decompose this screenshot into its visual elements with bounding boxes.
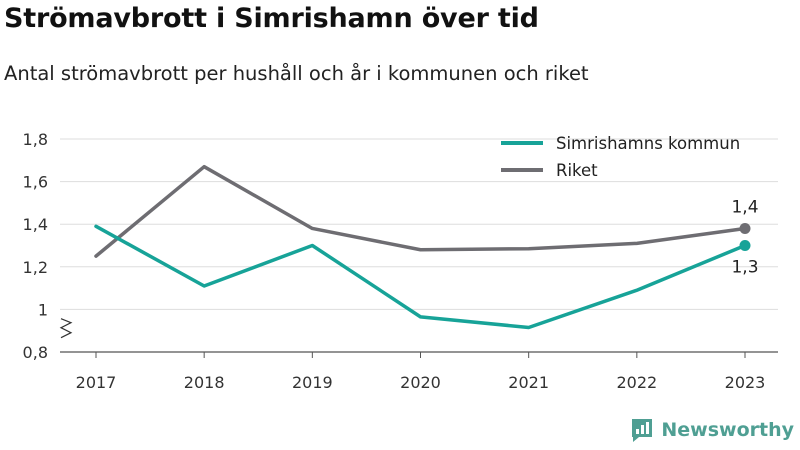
x-tick-label: 2020 bbox=[400, 373, 441, 392]
end-point-simrishamns-kommun bbox=[739, 240, 751, 251]
y-tick-label: 1 bbox=[38, 300, 48, 319]
chart-subtitle: Antal strömavbrott per hushåll och år i … bbox=[4, 62, 589, 85]
legend-label: Simrishamns kommun bbox=[556, 134, 740, 153]
x-tick-label: 2022 bbox=[616, 373, 657, 392]
y-tick-label: 0,8 bbox=[23, 343, 48, 362]
x-tick-label: 2023 bbox=[725, 373, 766, 392]
series-line-riket bbox=[94, 164, 747, 258]
y-tick-label: 1,6 bbox=[23, 173, 48, 192]
y-tick-label: 1,2 bbox=[23, 258, 48, 277]
brand-name: Newsworthy bbox=[661, 419, 794, 441]
y-tick-label: 1,8 bbox=[23, 130, 48, 149]
axis-break-marker bbox=[59, 318, 73, 339]
x-tick-label: 2019 bbox=[292, 373, 333, 392]
y-tick-label: 1,4 bbox=[23, 215, 48, 234]
x-tick-label: 2017 bbox=[76, 373, 117, 392]
series-line-simrishamns-kommun bbox=[94, 224, 747, 330]
brand: Newsworthy bbox=[630, 417, 794, 443]
newsworthy-logo-icon bbox=[632, 419, 653, 442]
end-label-riket: 1,4 bbox=[731, 197, 758, 217]
end-point-riket bbox=[739, 222, 751, 234]
end-label-kommun: 1,3 bbox=[731, 258, 758, 278]
chart-title: Strömavbrott i Simrishamn över tid bbox=[4, 3, 539, 34]
legend-label: Riket bbox=[556, 161, 598, 180]
x-tick-label: 2021 bbox=[508, 373, 549, 392]
x-tick-label: 2018 bbox=[184, 373, 225, 392]
